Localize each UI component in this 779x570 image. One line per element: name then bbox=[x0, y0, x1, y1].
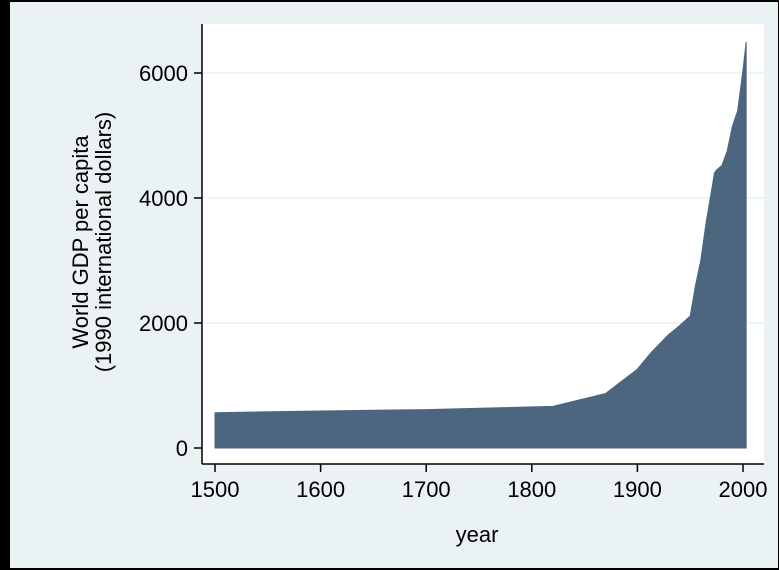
y-tick-label: 2000 bbox=[139, 311, 188, 336]
x-tick-label: 1900 bbox=[613, 477, 662, 502]
x-tick-label: 1800 bbox=[507, 477, 556, 502]
y-tick-label: 6000 bbox=[139, 61, 188, 86]
gdp-area-series bbox=[214, 41, 747, 449]
y-axis-ticks: 0 2000 4000 6000 bbox=[139, 61, 202, 461]
gridlines bbox=[202, 72, 764, 324]
x-tick-label: 1600 bbox=[296, 477, 345, 502]
x-tick-label: 1500 bbox=[191, 477, 240, 502]
x-axis-ticks: 1500 1600 1700 1800 1900 2000 bbox=[191, 464, 768, 502]
area-chart: 0 2000 4000 6000 1500 1600 1700 1800 1900 2000 W… bbox=[68, 24, 768, 547]
x-axis-title: year bbox=[456, 522, 499, 547]
y-axis-title-line2: (1990 international dollars) bbox=[91, 112, 116, 373]
x-tick-label: 1700 bbox=[402, 477, 451, 502]
chart-canvas: 0 2000 4000 6000 1500 1600 1700 1800 1900 2000 W… bbox=[10, 2, 778, 568]
y-tick-label: 0 bbox=[176, 436, 188, 461]
x-tick-label: 2000 bbox=[719, 477, 768, 502]
y-tick-label: 4000 bbox=[139, 186, 188, 211]
y-axis-title-line1: World GDP per capita bbox=[68, 135, 93, 349]
